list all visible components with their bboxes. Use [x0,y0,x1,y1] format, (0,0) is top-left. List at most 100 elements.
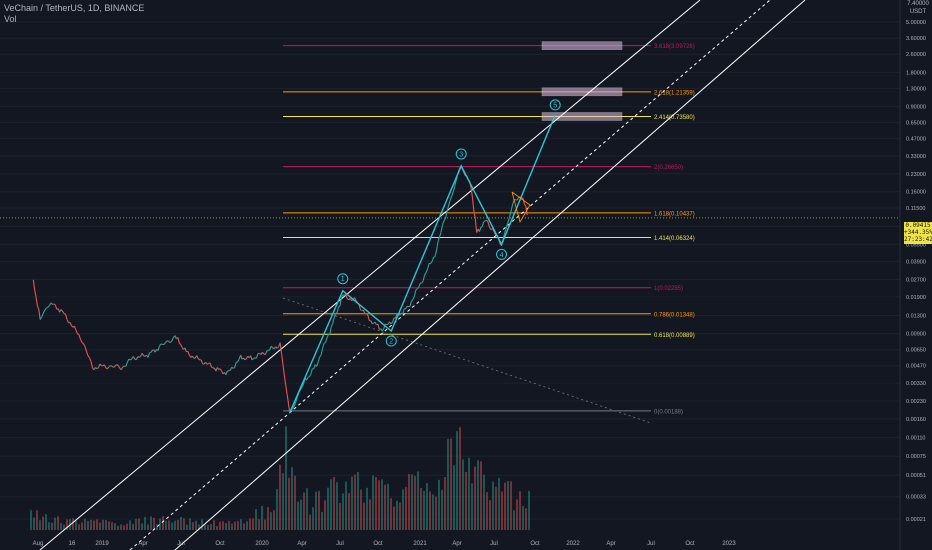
price-segment [88,357,92,362]
price-segment [126,358,130,363]
price-segment [117,365,121,369]
price-segment [284,378,287,390]
price-segment [141,352,145,357]
volume-bar [423,490,425,530]
price-segment [255,353,259,359]
price-segment [480,226,483,228]
price-segment [39,316,43,320]
price-segment [362,310,366,314]
price-tick-label: 0.16000 [906,190,926,196]
elliott-wave-path [288,114,556,414]
price-segment [324,337,328,343]
volume-bar [39,520,41,530]
channel-mid-line [129,0,771,550]
time-tick-label: 2021 [413,541,427,547]
fib-level-label: 0.786(0.01348) [654,312,695,318]
current-change: +344.35% [904,229,932,236]
volume-bar [123,525,125,530]
volume-bar [495,486,497,530]
volume-bar [477,460,479,530]
current-extra: 27:23:42 [904,236,932,243]
volume-bar [339,502,341,530]
volume-bar [294,475,296,530]
price-segment [218,368,221,370]
price-tick-label: 0.00033 [906,495,926,501]
volume-bar [414,475,416,530]
price-tick-label: 0.00470 [906,364,926,370]
volume-bar [291,467,293,530]
time-tick-label: 2020 [255,541,269,547]
price-segment [73,325,77,331]
price-segment [281,354,284,367]
volume-bar [318,490,320,530]
time-tick-label: Apr [606,541,615,547]
volume-bar [462,459,464,530]
price-segment [377,323,380,330]
price-segment [390,321,394,325]
price-segment [240,354,243,360]
volume-bar [468,457,470,530]
volume-bar [162,516,164,530]
wave-label: 3 [459,151,463,158]
volume-bar [114,523,116,530]
price-segment [329,326,332,335]
volume-bar [336,482,338,530]
volume-bar [402,489,404,530]
price-segment [128,358,131,361]
volume-bar [501,491,503,530]
price-segment [440,224,444,233]
volume-bar [390,498,392,530]
volume-bar [498,477,500,530]
volume-bar [60,522,62,530]
volume-bar [369,499,371,530]
price-segment [405,306,408,310]
price-scale-top: 7.40000 [907,1,929,7]
volume-bar [84,518,86,530]
price-segment [320,348,324,356]
price-segment [54,304,58,310]
price-segment [292,405,295,409]
price-segment [471,197,475,212]
volume-bar [417,471,419,530]
fib-level-label: 2.618(1.21359) [654,90,695,96]
price-segment [415,288,418,291]
volume-bar [465,471,467,530]
volume-bar [363,502,365,530]
price-segment [66,319,69,324]
volume-bar [264,519,266,530]
price-segment [445,211,448,219]
volume-bar [213,520,215,530]
volume-bar [354,474,356,530]
price-segment [454,178,458,186]
price-segment [346,298,350,301]
volume-bar [189,518,191,530]
wave-label: 1 [341,276,345,283]
price-segment [437,236,441,242]
price-segment [474,218,478,233]
price-axis-bg [900,0,932,550]
price-segment [413,290,417,297]
volume-bar [438,479,440,530]
price-segment [178,342,182,345]
fib-levels: 3.618(3.09726) 2.618(1.21359) 2.414(0.7358… [283,41,695,415]
price-segment [446,205,450,212]
price-segment [416,286,420,290]
price-segment [308,373,312,377]
price-segment [478,227,482,232]
price-segment [75,329,78,334]
volume-bar [486,492,488,530]
price-segment [85,351,89,356]
time-tick-label: Oct [215,541,225,547]
volume-bar [309,514,311,530]
price-segment [493,231,497,235]
target-box [541,112,623,121]
price-segment [269,345,272,350]
volume-bar [168,520,170,530]
volume-bar [342,493,344,530]
volume-bar [441,489,443,530]
volume-bar [87,520,89,530]
volume-bar [459,427,461,530]
price-tick-label: 0.01900 [906,295,926,301]
price-segment [275,346,278,349]
